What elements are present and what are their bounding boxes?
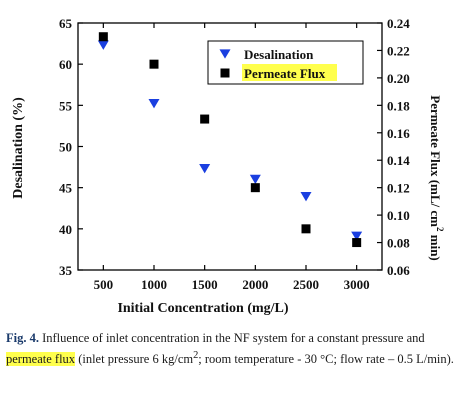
y-right-tick-label: 0.24 xyxy=(387,16,410,31)
x-axis-label-highlight: Concentration xyxy=(158,301,245,316)
y-axis-left: 35 40 45 50 55 60 65 xyxy=(59,16,83,278)
y-axis-left-label: Desalination (%) xyxy=(11,97,26,199)
x-axis-label: Initial Concentration (mg/L) xyxy=(117,301,288,316)
y-left-tick-label: 60 xyxy=(59,57,72,72)
caption-highlight: permeate flux xyxy=(6,352,76,367)
x-tick-label: 500 xyxy=(94,277,114,292)
y-left-tick-label: 65 xyxy=(59,16,73,31)
desalination-point xyxy=(97,40,109,50)
legend-label: Permeate Flux xyxy=(244,66,326,81)
y-right-tick-label: 0.14 xyxy=(387,153,410,168)
x-axis: 500 1000 1500 2000 2500 3000 xyxy=(94,23,370,292)
data-marks xyxy=(97,32,363,248)
legend-highlight xyxy=(242,64,337,81)
permeate-flux-point xyxy=(149,59,159,69)
desalination-point xyxy=(249,174,261,185)
chart: 500 1000 1500 2000 2500 3000 35 40 45 50 55 60 65 0… xyxy=(11,16,445,316)
desalination-point xyxy=(351,231,363,241)
permeate-flux-point xyxy=(250,183,260,193)
y-left-tick-label: 50 xyxy=(59,140,72,155)
y-right-tick-label: 0.16 xyxy=(387,126,410,141)
x-tick-label: 2500 xyxy=(293,277,319,292)
caption-superscript: 2 xyxy=(193,350,199,361)
y-right-tick-label: 0.22 xyxy=(387,43,410,58)
permeate-flux-point xyxy=(98,32,108,42)
legend-desalination-marker xyxy=(219,49,231,59)
x-tick-label: 2000 xyxy=(242,277,268,292)
y-left-tick-label: 40 xyxy=(59,222,72,237)
permeate-flux-point xyxy=(200,114,210,124)
x-tick-label: 1500 xyxy=(192,277,218,292)
y-axis-right: 0.06 0.08 0.10 0.12 0.14 0.16 0.18 0.20 0.22 0.24 xyxy=(377,16,410,278)
y-left-tick-label: 55 xyxy=(59,98,73,113)
caption-text-1: Influence of inlet concentration in the … xyxy=(38,331,425,345)
permeate-flux-point xyxy=(301,224,311,234)
y-left-tick-label: 45 xyxy=(59,181,73,196)
caption-text-2b: ; room temperature - 30 °C; flow rate – … xyxy=(198,352,454,367)
y-left-tick-label: 35 xyxy=(59,263,73,278)
figure-caption: Fig. 4. Influence of inlet concentration… xyxy=(6,330,464,368)
y-axis-right-label: Permeate Flux (mL/ cm2 min) xyxy=(428,95,445,261)
desalination-point xyxy=(148,99,160,109)
permeate-flux-point xyxy=(352,238,362,248)
legend-label: Desalination xyxy=(244,47,314,62)
desalination-point xyxy=(199,164,211,174)
y-right-tick-label: 0.10 xyxy=(387,208,410,223)
y-right-tick-label: 0.12 xyxy=(387,181,410,196)
x-tick-label: 1000 xyxy=(141,277,167,292)
legend: Desalination Permeate Flux xyxy=(207,40,364,85)
figure-label: Fig. 4. xyxy=(6,331,39,345)
y-right-tick-label: 0.06 xyxy=(387,263,410,278)
x-tick-label: 3000 xyxy=(344,277,370,292)
y-right-tick-label: 0.20 xyxy=(387,71,410,86)
caption-text-2a: (inlet pressure 6 kg/cm xyxy=(75,352,194,367)
legend-permeate-flux-marker xyxy=(220,68,230,78)
y-right-tick-label: 0.08 xyxy=(387,236,410,251)
y-right-tick-label: 0.18 xyxy=(387,98,410,113)
desalination-point xyxy=(300,192,312,202)
